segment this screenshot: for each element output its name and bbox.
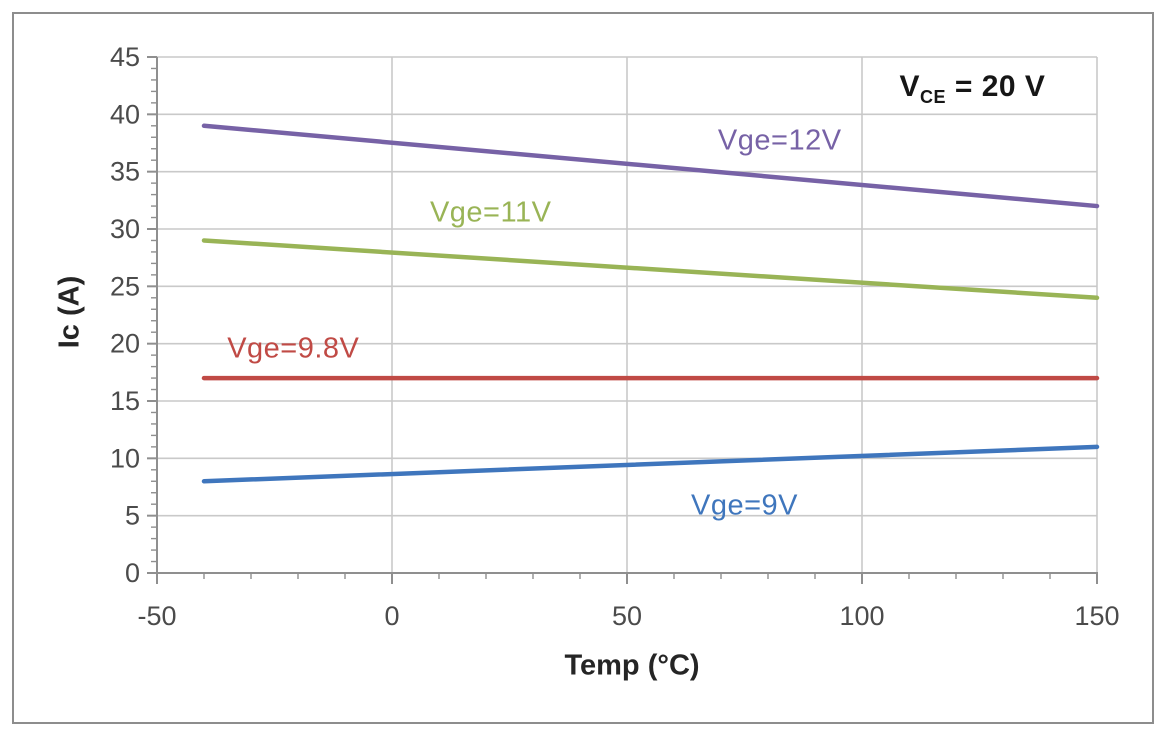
y-tick-label: 15 bbox=[110, 386, 140, 416]
vce-annotation-value: = 20 V bbox=[946, 70, 1046, 104]
y-tick-label: 40 bbox=[110, 99, 140, 129]
x-tick-label: 100 bbox=[839, 601, 884, 631]
y-tick-label: 10 bbox=[110, 443, 140, 473]
vce-annotation-base: V bbox=[899, 70, 920, 104]
series-line-3 bbox=[201, 444, 1100, 484]
y-tick-label: 30 bbox=[110, 214, 140, 244]
x-tick-label: 0 bbox=[384, 601, 399, 631]
y-tick-label: 35 bbox=[110, 157, 140, 187]
y-tick-label: 5 bbox=[125, 501, 140, 531]
series-line-0 bbox=[201, 123, 1100, 209]
x-tick-label: -50 bbox=[137, 601, 176, 631]
vce-annotation-subscript: CE bbox=[919, 87, 946, 108]
series-line-1 bbox=[201, 238, 1100, 301]
series-label-3: Vge=9V bbox=[690, 489, 799, 522]
series-label-1: Vge=11V bbox=[429, 196, 552, 229]
series-label-2: Vge=9.8V bbox=[227, 332, 360, 365]
y-tick-label: 45 bbox=[110, 42, 140, 72]
y-tick-label: 0 bbox=[125, 558, 140, 588]
figure-border bbox=[12, 12, 1154, 724]
vce-annotation: VCE = 20 V bbox=[899, 70, 1045, 108]
x-axis-title: Temp (°C) bbox=[564, 649, 700, 682]
series-label-0: Vge=12V bbox=[717, 124, 842, 157]
y-tick-label: 25 bbox=[110, 271, 140, 301]
y-axis-title: Ic (A) bbox=[53, 275, 86, 349]
y-tick-label: 20 bbox=[110, 329, 140, 359]
x-tick-label: 150 bbox=[1074, 601, 1119, 631]
x-tick-label: 50 bbox=[612, 601, 642, 631]
